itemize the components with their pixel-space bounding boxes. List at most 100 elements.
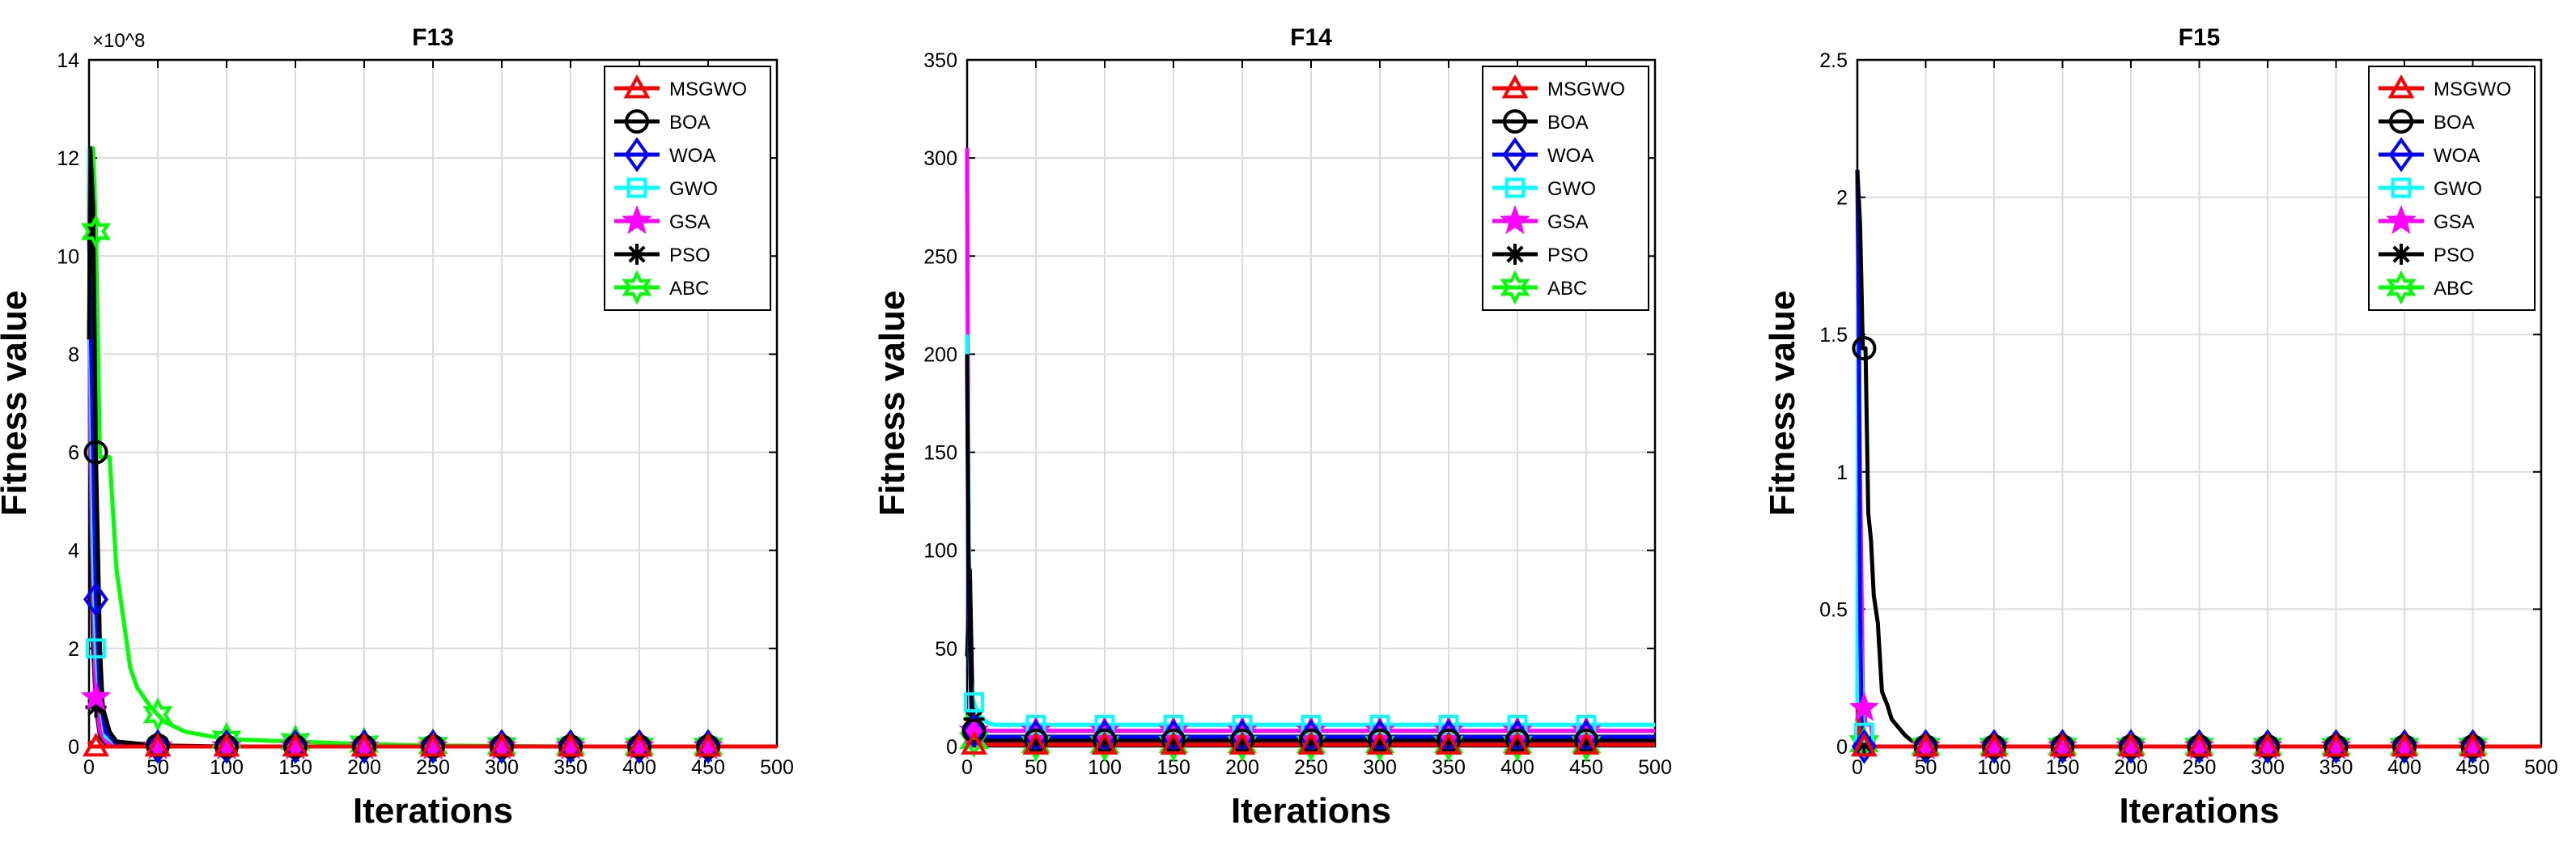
y-tick-label: 150: [923, 442, 957, 465]
series-marker-gsa: [80, 681, 112, 711]
legend-label: GWO: [2434, 178, 2482, 200]
legend-item-abc: ABC: [2379, 270, 2473, 305]
legend-marker: [2391, 244, 2412, 265]
series-marker-abc: [1089, 727, 1120, 762]
legend-marker: [1500, 270, 1530, 305]
x-axis-label: Iterations: [2119, 791, 2279, 831]
x-tick-label: 0: [1852, 756, 1863, 779]
series-marker-woa: [489, 729, 515, 764]
legend-label: MSGWO: [669, 79, 747, 100]
series-marker-boa: [961, 718, 987, 743]
series-marker-woa: [558, 729, 584, 764]
legend-label: BOA: [2434, 112, 2475, 134]
chart-panel-f14: 0 50 100 150 200 250 300 350 400 450 5000501001502…: [872, 24, 1672, 831]
legend-marker: [622, 205, 652, 235]
series-marker-gsa: [1848, 691, 1880, 721]
legend-item-gwo: GWO: [1492, 177, 1596, 200]
legend-marker: [1504, 177, 1526, 198]
series-marker-woa: [2187, 729, 2212, 764]
y-tick-label: 350: [923, 49, 957, 72]
y-tick-label: 50: [935, 638, 957, 661]
y-exponent-label: ×10^8: [92, 30, 145, 52]
legend-label: WOA: [669, 145, 715, 167]
series-marker-msgwo: [626, 732, 653, 757]
series-marker-woa: [351, 729, 377, 764]
series-marker-boa: [1437, 728, 1461, 753]
y-axis-label: Fitness value: [1763, 291, 1802, 517]
legend-item-gwo: GWO: [614, 177, 718, 200]
y-axis-label: Fitness value: [0, 291, 34, 517]
y-tick-label: 1: [1836, 462, 1848, 484]
legend-label: PSO: [669, 245, 711, 266]
legend-item-woa: WOA: [2379, 137, 2480, 172]
series-marker-pso: [1576, 730, 1597, 751]
series-marker-pso: [1369, 730, 1390, 751]
series-marker-msgwo: [961, 730, 987, 755]
series-marker-msgwo: [1229, 730, 1256, 755]
series-marker-msgwo: [282, 732, 309, 757]
y-axis-label: Fitness value: [872, 291, 912, 517]
y-tick-label: 0: [68, 736, 79, 759]
series-marker-pso: [1025, 730, 1046, 751]
series-marker-woa: [2050, 729, 2075, 764]
series-marker-boa: [1024, 728, 1048, 753]
series-marker-woa: [1913, 729, 1938, 764]
series-marker-abc: [142, 697, 173, 732]
legend-item-gsa: GSA: [614, 205, 711, 235]
y-tick-label: 2.5: [1819, 49, 1848, 72]
series-marker-msgwo: [144, 732, 172, 757]
series-marker-msgwo: [350, 732, 378, 757]
series-markers-msgwo: [1851, 732, 2486, 757]
series-marker-msgwo: [2459, 732, 2486, 757]
series-marker-pso: [1163, 730, 1184, 751]
legend-marker: [1500, 205, 1530, 235]
series-markers-msgwo: [83, 732, 722, 757]
series-marker-msgwo: [1091, 730, 1118, 755]
chart-title: F13: [412, 24, 454, 51]
legend: MSGWO BOA WOA GWO GSA PSO ABC: [1482, 66, 1649, 311]
legend-marker: [622, 270, 652, 305]
x-tick-label: 500: [1638, 756, 1672, 779]
series-marker-abc: [1433, 727, 1464, 762]
series-marker-boa: [1230, 728, 1254, 753]
series-markers-boa: [961, 718, 1598, 753]
series-marker-boa: [1574, 728, 1598, 753]
legend-label: MSGWO: [1547, 79, 1625, 100]
legend-item-boa: BOA: [2379, 109, 2475, 134]
series-marker-abc: [1296, 727, 1326, 762]
series-marker-msgwo: [2186, 732, 2213, 757]
series-marker-msgwo: [557, 732, 584, 757]
y-tick-label: 4: [68, 540, 79, 563]
y-tick-label: 14: [57, 49, 79, 72]
x-tick-label: 500: [2524, 756, 2558, 779]
legend-item-abc: ABC: [614, 270, 709, 305]
series-marker-abc: [1021, 727, 1051, 762]
legend-label: WOA: [1547, 145, 1594, 167]
series-marker-woa: [420, 729, 446, 764]
y-tick-label: 8: [68, 343, 79, 366]
legend-label: BOA: [1547, 112, 1589, 134]
legend-item-pso: PSO: [1492, 244, 1589, 266]
legend-label: GSA: [669, 211, 711, 233]
series-marker-woa: [2460, 729, 2485, 764]
series-marker-msgwo: [1435, 730, 1462, 755]
legend-item-woa: WOA: [1492, 137, 1594, 172]
series-markers: [80, 214, 724, 764]
y-ticks: 0 50 100 150 200 250 300 350: [923, 49, 1655, 759]
legend-label: WOA: [2434, 145, 2480, 167]
series-marker-msgwo: [1980, 732, 2008, 757]
legend-item-msgwo: MSGWO: [1492, 74, 1625, 100]
legend-label: GWO: [1547, 178, 1596, 200]
y-tick-label: 100: [923, 540, 957, 563]
series-marker-woa: [2255, 729, 2281, 764]
series-markers-pso: [963, 708, 1597, 751]
series-markers-woa: [1851, 729, 2485, 764]
x-axis-label: Iterations: [353, 791, 513, 831]
series-marker-msgwo: [1851, 732, 1878, 757]
series-marker-msgwo: [694, 732, 722, 757]
y-tick-label: 0: [946, 736, 957, 759]
chart-title: F14: [1290, 24, 1332, 51]
series-marker-msgwo: [1912, 732, 1939, 757]
series-marker-msgwo: [2117, 732, 2145, 757]
